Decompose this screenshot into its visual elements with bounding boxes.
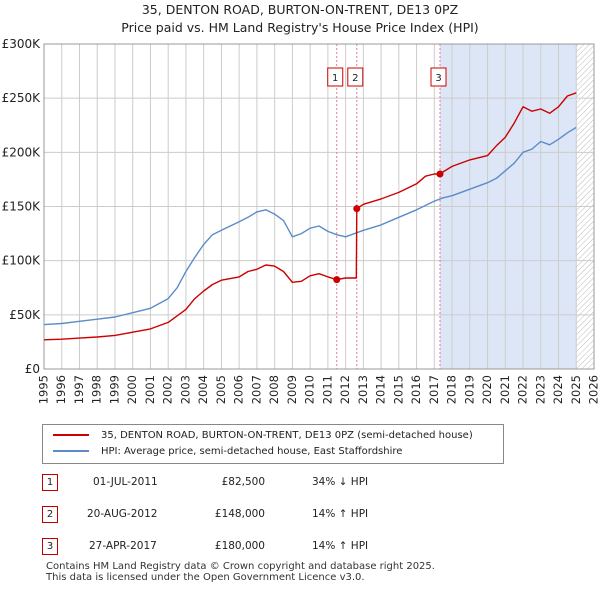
x-tick-label: 2020 — [480, 375, 494, 404]
x-tick-label: 2004 — [196, 375, 210, 404]
transaction-badge: 2 — [42, 506, 58, 523]
y-tick-label: £0 — [25, 362, 40, 376]
transaction-badge: 3 — [42, 538, 58, 555]
x-tick-label: 2016 — [409, 375, 423, 404]
marker-label: 1 — [332, 73, 338, 84]
x-tick-label: 2015 — [391, 375, 405, 404]
legend-swatch-property — [53, 434, 89, 436]
series-line-property — [43, 92, 577, 341]
x-tick-label: 2019 — [462, 375, 476, 404]
x-tick-label: 2017 — [427, 375, 441, 404]
sale-point — [353, 205, 361, 213]
x-tick-label: 2002 — [161, 375, 175, 404]
transaction-badge: 1 — [42, 474, 58, 491]
transaction-hpi: 34% ↓ HPI — [312, 476, 369, 488]
y-tick-label: £200K — [2, 145, 42, 159]
x-tick-label: 2001 — [143, 375, 157, 404]
x-tick-label: 2009 — [285, 375, 299, 404]
x-tick-label: 1998 — [90, 375, 104, 404]
transaction-hpi: 14% ↑ HPI — [312, 540, 369, 552]
legend-item-hpi: HPI: Average price, semi-detached house,… — [53, 445, 402, 459]
x-tick-label: 1995 — [37, 375, 51, 404]
footer-licence: This data is licensed under the Open Gov… — [46, 572, 365, 583]
x-tick-label: 2026 — [587, 375, 600, 404]
x-tick-label: 2023 — [533, 375, 547, 404]
x-tick-label: 2024 — [551, 375, 565, 404]
legend-label-property: 35, DENTON ROAD, BURTON-ON-TRENT, DE13 0… — [101, 430, 473, 441]
transaction-date: 27-APR-2017 — [89, 540, 157, 552]
legend-swatch-hpi — [53, 450, 89, 452]
x-tick-label: 2018 — [445, 375, 459, 404]
transaction-price: £148,000 — [214, 508, 265, 520]
y-tick-label: £300K — [2, 37, 42, 51]
plot-frame — [43, 43, 595, 370]
x-tick-label: 2021 — [498, 375, 512, 404]
x-tick-label: 2013 — [356, 375, 370, 404]
transaction-price: £82,500 — [221, 476, 265, 488]
x-tick-label: 1997 — [72, 375, 86, 404]
chart-title: 35, DENTON ROAD, BURTON-ON-TRENT, DE13 0… — [141, 2, 459, 17]
x-tick-label: 2022 — [516, 375, 530, 404]
sale-point — [333, 276, 341, 284]
transaction-date: 20-AUG-2012 — [87, 508, 158, 520]
x-tick-label: 2011 — [320, 375, 334, 404]
legend-label-hpi: HPI: Average price, semi-detached house,… — [101, 446, 403, 457]
marker-label-box — [430, 67, 447, 87]
x-tick-label: 2007 — [249, 375, 263, 404]
x-tick-label: 2005 — [214, 375, 228, 404]
x-tick-label: 2014 — [374, 375, 388, 404]
sale-point — [436, 170, 444, 178]
marker-label: 3 — [435, 73, 441, 84]
x-tick-label: 2010 — [303, 375, 317, 404]
price-chart: £0 £50K £100K £150K £200K £250K £300K 1995 1996 1… — [2, 37, 600, 404]
x-tick-label: 2008 — [267, 375, 281, 404]
y-tick-label: £50K — [9, 308, 41, 322]
x-tick-label: 2012 — [338, 375, 352, 404]
chart-subtitle: Price paid vs. HM Land Registry's House … — [121, 20, 479, 35]
x-tick-label: 2003 — [178, 375, 192, 404]
y-tick-label: £150K — [2, 200, 42, 214]
legend: 35, DENTON ROAD, BURTON-ON-TRENT, DE13 0… — [42, 424, 504, 464]
transaction-date: 01-JUL-2011 — [93, 476, 158, 488]
x-tick-label: 1996 — [54, 375, 68, 404]
transaction-price: £180,000 — [214, 540, 265, 552]
marker-label-box — [327, 67, 344, 87]
footer-copyright: Contains HM Land Registry data © Crown c… — [46, 561, 435, 572]
x-tick-label: 2006 — [232, 375, 246, 404]
y-tick-label: £250K — [2, 91, 42, 105]
marker-label: 2 — [352, 73, 358, 84]
x-tick-label: 2025 — [569, 375, 583, 404]
y-tick-label: £100K — [2, 254, 42, 268]
legend-item-property: 35, DENTON ROAD, BURTON-ON-TRENT, DE13 0… — [53, 429, 473, 443]
x-tick-label: 1999 — [107, 375, 121, 404]
x-tick-label: 2000 — [125, 375, 139, 404]
series-line-hpi — [43, 126, 577, 326]
marker-label-box — [347, 67, 364, 87]
transaction-hpi: 14% ↑ HPI — [312, 508, 369, 520]
